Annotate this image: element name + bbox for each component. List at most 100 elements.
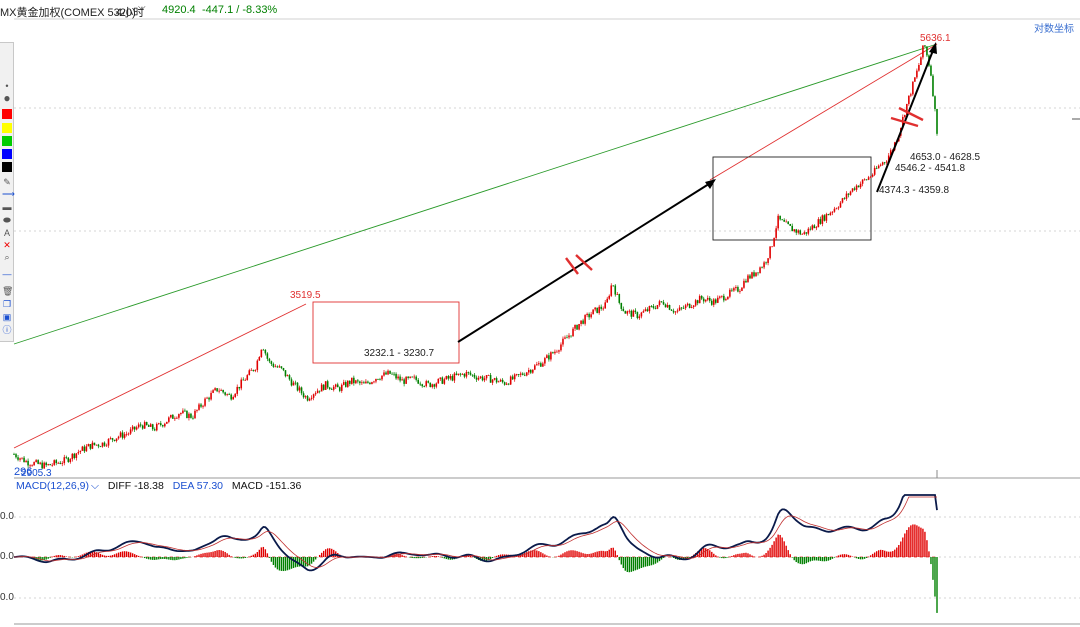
- candle-body: [405, 376, 407, 384]
- candle-body: [463, 373, 466, 377]
- candle-body: [817, 219, 820, 228]
- candle-body: [119, 432, 122, 437]
- candle-body: [35, 460, 37, 463]
- rect-icon[interactable]: ▬: [2, 202, 12, 212]
- color-black-icon[interactable]: [2, 162, 12, 172]
- candle-body: [580, 320, 582, 324]
- candle-body: [288, 375, 291, 380]
- trendline-red-1[interactable]: [13, 303, 307, 449]
- candle-body: [610, 285, 613, 296]
- color-green-icon[interactable]: [2, 136, 12, 146]
- text-icon[interactable]: A: [3, 228, 10, 238]
- candle-body: [813, 225, 816, 229]
- candle-body: [250, 369, 253, 371]
- chevron-down-icon[interactable]: ⌵: [90, 480, 99, 492]
- candle-body: [477, 377, 480, 380]
- candle-body: [584, 315, 586, 324]
- candle-body: [908, 95, 910, 104]
- copy-icon[interactable]: ❐: [2, 299, 12, 309]
- color-blue-icon[interactable]: [2, 149, 12, 159]
- candle-body: [332, 386, 335, 390]
- candle-body: [184, 410, 186, 412]
- instrument-title[interactable]: MX黄金加权(COMEX 5320): [0, 7, 136, 19]
- delete-icon[interactable]: ✕: [3, 240, 11, 250]
- candle-body: [485, 375, 488, 379]
- candle-body: [487, 375, 490, 376]
- candle-body: [845, 193, 848, 199]
- candle-body: [196, 409, 198, 411]
- candle-body: [155, 423, 158, 431]
- candle-body: [131, 426, 134, 430]
- circle-small-icon[interactable]: •: [5, 81, 9, 91]
- candle-body: [725, 299, 727, 301]
- macd-params[interactable]: MACD(12,26,9): [16, 480, 89, 492]
- candle-body: [694, 300, 697, 306]
- candle-body: [103, 442, 106, 446]
- zoom-icon[interactable]: ⌕: [4, 252, 10, 262]
- candle-body: [875, 167, 878, 169]
- candle-body: [292, 382, 295, 386]
- candle-body: [540, 363, 542, 367]
- candle-body: [433, 384, 436, 387]
- candle-body: [276, 366, 279, 368]
- candle-body: [180, 412, 182, 415]
- candle-body: [45, 462, 47, 466]
- candle-body: [606, 298, 609, 303]
- candle-body: [342, 382, 345, 385]
- candle-body: [692, 305, 695, 308]
- macd-diff-line: [13, 494, 938, 572]
- arrow-1[interactable]: [457, 179, 716, 343]
- candle-body: [885, 161, 888, 163]
- candle-body: [101, 442, 104, 447]
- ellipse-icon[interactable]: ⬬: [3, 215, 11, 225]
- range-box-red[interactable]: [312, 301, 460, 364]
- candle-body: [672, 310, 675, 313]
- peak-high-label: 5636.1: [920, 33, 951, 44]
- candle-body: [491, 379, 494, 383]
- candle-body: [652, 306, 655, 309]
- trendline-green[interactable]: [13, 43, 938, 345]
- candle-body: [182, 410, 184, 413]
- candle-body: [855, 185, 858, 190]
- candle-body: [186, 410, 188, 419]
- save-icon[interactable]: ▣: [2, 312, 12, 322]
- color-yellow-icon[interactable]: [2, 123, 12, 133]
- hline-icon[interactable]: —: [2, 269, 12, 279]
- candle-body: [867, 177, 870, 180]
- candle-body: [151, 424, 154, 430]
- candle-body: [234, 393, 236, 397]
- arrow-2[interactable]: [876, 42, 937, 193]
- candle-body: [755, 272, 757, 277]
- circle-large-icon[interactable]: ●: [3, 91, 11, 105]
- mid-high-label: 3519.5: [290, 290, 321, 301]
- candle-body: [204, 398, 206, 406]
- candle-body: [831, 211, 834, 213]
- candle-body: [113, 439, 116, 441]
- chevron-down-icon[interactable]: ⌵: [138, 2, 146, 13]
- candle-body: [417, 379, 419, 384]
- pencil-icon[interactable]: ✎: [3, 177, 11, 187]
- line-icon[interactable]: ⟶: [2, 189, 15, 199]
- candle-body: [272, 364, 275, 367]
- candle-body: [853, 188, 856, 190]
- candle-body: [407, 376, 409, 378]
- info-icon[interactable]: ⓘ: [2, 325, 12, 335]
- candle-body: [172, 414, 174, 419]
- trash-icon[interactable]: 🗑: [2, 286, 14, 296]
- candle-body: [747, 275, 749, 283]
- candle-body: [214, 388, 216, 391]
- candle-body: [499, 379, 502, 382]
- range-box-black[interactable]: [712, 156, 872, 241]
- macd-axis-label-1: 0.0: [0, 511, 14, 522]
- trendline-red-2[interactable]: [709, 43, 938, 181]
- interval-selector[interactable]: 4小时: [116, 7, 145, 19]
- candle-body: [781, 219, 783, 221]
- candle-body: [170, 414, 172, 418]
- log-scale-toggle[interactable]: 对数坐标: [1034, 24, 1074, 35]
- candle-body: [936, 108, 938, 134]
- candle-body: [827, 214, 830, 216]
- candle-body: [745, 280, 747, 283]
- candle-body: [807, 228, 810, 234]
- color-red-icon[interactable]: [2, 109, 12, 119]
- candle-body: [532, 369, 534, 373]
